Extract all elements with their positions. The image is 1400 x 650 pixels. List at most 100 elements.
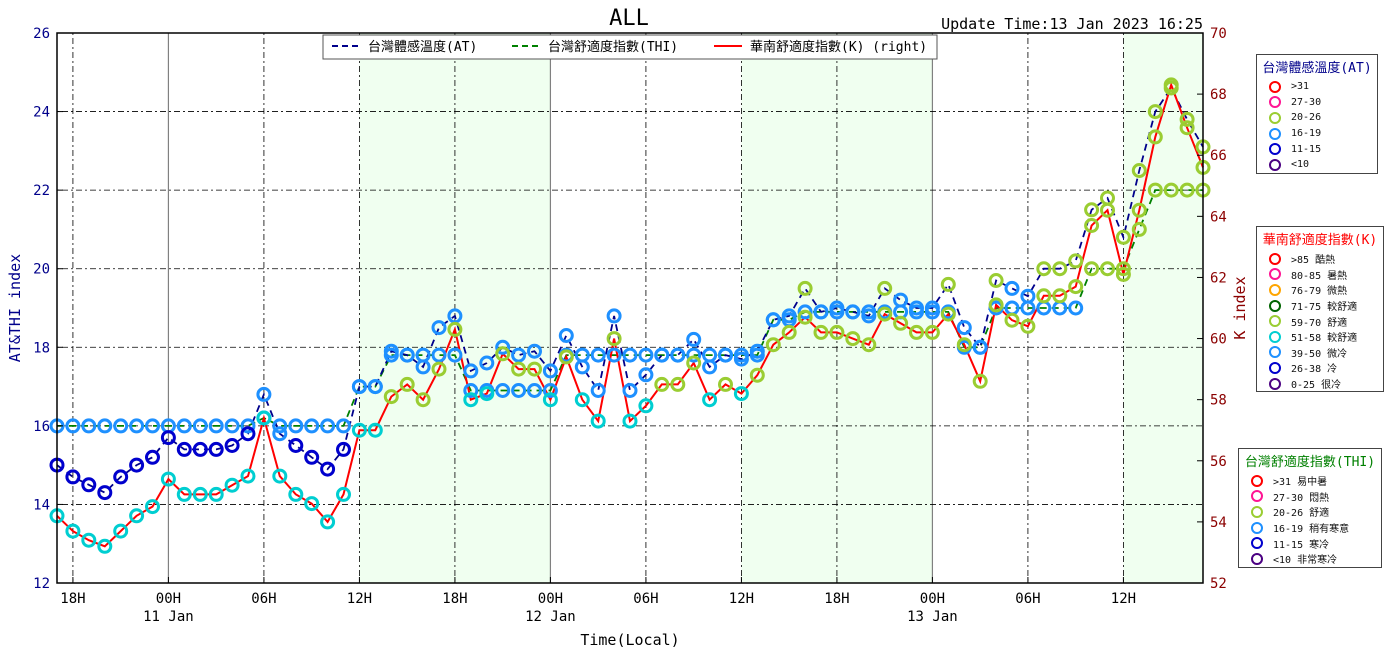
data-point-k [208, 486, 224, 502]
y-left-tick-label: 14 [33, 497, 50, 513]
data-point-at [1147, 104, 1163, 120]
data-point-at [956, 320, 972, 336]
data-point-at [765, 312, 781, 328]
data-point-thi [65, 418, 81, 434]
data-point-k [511, 361, 527, 377]
legend-row: 39-50 微冷 [1257, 345, 1383, 361]
y-right-tick-label: 70 [1210, 26, 1227, 42]
y-right-tick-label: 52 [1210, 576, 1227, 592]
legend-row: >31 [1257, 79, 1377, 95]
data-point-k [1147, 129, 1163, 145]
data-point-k [447, 321, 463, 337]
data-point-thi [145, 418, 160, 434]
y-right-tick-label: 62 [1210, 270, 1227, 286]
data-point-thi [97, 418, 113, 434]
thi-color-legend: 台灣舒適度指數(THI) >31 易中暑 27-30 悶熱 20-26 舒適 16-1… [1238, 448, 1382, 568]
data-point-k [940, 306, 956, 322]
data-point-thi [240, 418, 256, 434]
data-point-at [590, 383, 606, 398]
data-point-k [527, 361, 542, 377]
data-point-k [1052, 288, 1068, 304]
circle-marker-icon [1269, 299, 1281, 312]
data-point-thi [224, 418, 240, 434]
legend-label-at: 台灣體感溫度(AT) [368, 39, 477, 55]
data-point-k [542, 392, 558, 408]
circle-marker-icon [1269, 96, 1281, 109]
legend-row-label: 71-75 較舒適 [1291, 302, 1358, 314]
data-point-k [1179, 120, 1195, 136]
x-tick-label: 12H [1111, 591, 1136, 607]
data-point-k [479, 386, 495, 402]
legend-row-label: <10 [1291, 159, 1310, 171]
data-point-at [877, 280, 893, 296]
data-point-k [81, 532, 97, 548]
data-point-k [65, 523, 81, 539]
data-point-at [972, 339, 988, 355]
data-point-k [256, 410, 272, 426]
data-point-thi [272, 418, 288, 434]
legend-label-k: 華南舒適度指數(K) (right) [750, 39, 927, 55]
circle-marker-icon [1269, 158, 1281, 171]
circle-marker-icon [1269, 143, 1281, 156]
series-line-thi [57, 189, 1203, 427]
y-right-tick-label: 68 [1210, 87, 1227, 103]
data-point-at [781, 308, 797, 324]
legend-row: 11-15 寒冷 [1239, 535, 1381, 551]
legend-row: 71-75 較舒適 [1257, 298, 1383, 314]
legend-row: >31 易中暑 [1239, 473, 1381, 489]
data-point-k [367, 422, 383, 438]
data-point-k [431, 361, 447, 377]
data-point-k [845, 331, 861, 347]
legend-row-label: <10 非常寒冷 [1273, 555, 1338, 567]
data-point-k [893, 315, 909, 331]
data-point-k [1100, 202, 1115, 218]
y-left-tick-label: 16 [33, 419, 50, 435]
data-point-at [463, 363, 479, 379]
data-point-thi [686, 347, 702, 363]
data-point-at [702, 359, 718, 375]
legend-row-label: 80-85 暑熱 [1291, 270, 1348, 282]
data-point-at [654, 347, 670, 363]
y-right-tick-label: 66 [1210, 148, 1227, 164]
legend-row-label: 11-15 寒冷 [1273, 539, 1330, 551]
data-point-at [495, 339, 511, 355]
legend-row: 0-25 很冷 [1257, 376, 1383, 392]
data-point-at [940, 276, 956, 292]
data-point-at [574, 359, 590, 375]
data-point-thi [113, 418, 129, 434]
legend-row: <10 非常寒冷 [1239, 551, 1381, 567]
legend-row: >85 酷熱 [1257, 251, 1383, 267]
legend-row: 27-30 [1257, 95, 1377, 111]
data-point-k [1115, 266, 1131, 282]
data-point-at [113, 469, 129, 485]
data-point-at [240, 426, 256, 442]
data-point-at [192, 441, 208, 457]
circle-marker-icon [1269, 377, 1281, 390]
data-point-k [192, 486, 208, 502]
data-point-at [367, 379, 383, 395]
data-point-thi [192, 418, 208, 434]
data-point-thi [1115, 261, 1131, 277]
x-date-label: 12 Jan [525, 609, 576, 625]
data-point-thi [606, 347, 622, 363]
data-point-thi [431, 347, 447, 363]
data-point-at [1004, 280, 1020, 296]
x-tick-label: 18H [442, 591, 467, 607]
y-left-tick-label: 26 [33, 26, 50, 42]
data-point-k [909, 324, 924, 340]
legend-row-label: 0-25 很冷 [1291, 380, 1342, 392]
legend-row: 27-30 悶熱 [1239, 489, 1381, 505]
data-point-at [272, 426, 288, 442]
data-point-at [81, 477, 97, 493]
x-date-label: 11 Jan [143, 609, 194, 625]
data-point-thi [320, 418, 336, 434]
data-point-at [97, 485, 113, 501]
legend-row-label: 27-30 [1291, 96, 1322, 108]
data-point-at [558, 328, 574, 343]
data-point-thi [1147, 182, 1163, 198]
circle-marker-icon [1251, 490, 1263, 503]
legend-row: <10 [1257, 157, 1377, 173]
data-point-thi [1100, 261, 1115, 277]
data-point-k [813, 324, 829, 340]
data-point-k [351, 422, 367, 438]
